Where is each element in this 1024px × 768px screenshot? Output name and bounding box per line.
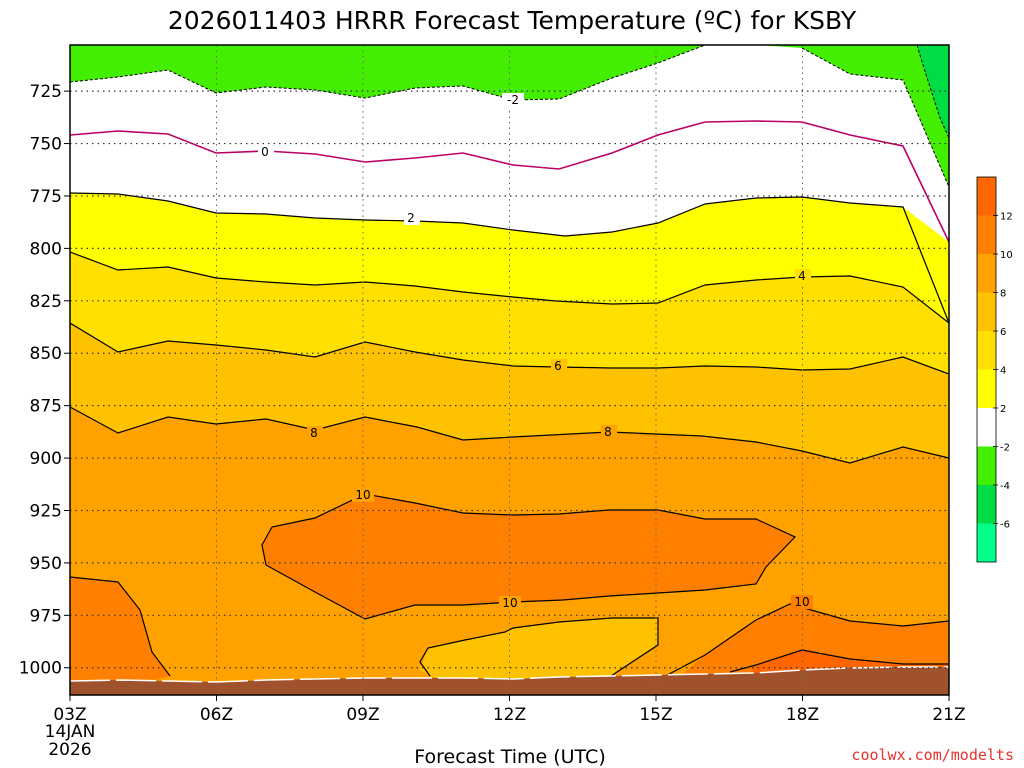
contour-label-4: 4: [798, 269, 806, 283]
grid: [70, 45, 949, 695]
contour-label-8-a: 8: [310, 426, 318, 440]
contour-label-bg: [795, 269, 811, 283]
contour-2: [70, 192, 949, 324]
colorbar-label: 10: [1000, 250, 1013, 261]
contour-label-bg: [502, 93, 524, 107]
contour-label-10-c: 10: [794, 595, 809, 609]
contour-label-10-b: 10: [502, 596, 517, 610]
x-tick-label: 18Z: [786, 705, 819, 725]
contour-label-8-b: 8: [604, 425, 612, 439]
contour-12-right: [729, 649, 949, 673]
contour-label-bg: [791, 595, 813, 609]
contour-label-bg: [258, 145, 274, 159]
warm-pocket-mid: [262, 494, 795, 619]
colorbar-label: 8: [1000, 289, 1006, 300]
colorbar-bin: [977, 523, 996, 562]
x-tick-label: 09Z: [346, 705, 379, 725]
y-tick-label: 725: [30, 82, 62, 102]
x-tick-label: 15Z: [639, 705, 672, 725]
x-tick-label: 06Z: [200, 705, 233, 725]
x-tick-label: 12Z: [493, 705, 526, 725]
y-tick-label: 875: [30, 397, 62, 417]
contour-label-bg: [352, 488, 374, 502]
y-tick-label: 825: [30, 292, 62, 312]
contour-label-10-a: 10: [355, 488, 370, 502]
contour-8: [70, 406, 949, 464]
x-tick-label: 03Z: [53, 705, 86, 725]
y-tick-label: 775: [30, 187, 62, 207]
contour-10-right: [657, 603, 949, 681]
colorbar-bin: [977, 446, 996, 485]
contour-minus2-b: [916, 45, 949, 139]
colorbar-label: 2: [1000, 404, 1006, 415]
colorbar: 12 10 8 6 4 2 -2 -4 -6: [976, 176, 1013, 563]
contour-label-2: 2: [407, 211, 415, 225]
contour-minus2-a: [70, 45, 949, 188]
colorbar-bin: [977, 408, 996, 447]
x-axis-label: Forecast Time (UTC): [414, 746, 605, 768]
contour-label-minus2: -2: [507, 93, 519, 107]
contour-label-bg: [601, 425, 617, 439]
colorbar-bin: [977, 177, 996, 216]
chart-title: 2026011403 HRRR Forecast Temperature (ºC…: [168, 6, 857, 35]
y-tick-label: 950: [30, 554, 62, 574]
colorbar-label: -2: [1000, 443, 1010, 454]
x-axis: 03Z 06Z 09Z 12Z 15Z 18Z 21Z: [53, 695, 966, 725]
colorbar-label: -6: [1000, 520, 1010, 531]
contour-label-0: 0: [261, 145, 269, 159]
band-minus4-minus2: [70, 45, 949, 187]
colorbar-label: 12: [1000, 212, 1013, 223]
band-minus2-2: [70, 45, 949, 242]
plot-area: [70, 45, 949, 695]
contour-label-bg: [551, 359, 567, 373]
y-tick-label: 1000: [19, 659, 62, 679]
colorbar-bin: [977, 485, 996, 524]
contour-label-bg: [404, 211, 420, 225]
y-axis: 725 750 775 800 825 850 875 900 925 950 975 1000: [19, 82, 70, 679]
colorbar-bin: [977, 215, 996, 254]
y-tick-label: 750: [30, 135, 62, 155]
y-tick-label: 975: [30, 606, 62, 626]
y-tick-label: 900: [30, 449, 62, 469]
contour-10-mid: [261, 493, 797, 620]
colorbar-bin: [977, 254, 996, 293]
contour-10-left: [70, 576, 171, 677]
colorbar-label: -4: [1000, 481, 1010, 492]
colorbar-bin: [977, 292, 996, 331]
contour-label-bg: [307, 426, 323, 440]
x-start-year: 2026: [48, 740, 91, 760]
contour-label-bg: [499, 596, 521, 610]
colorbar-bin: [977, 331, 996, 370]
cool-pocket: [420, 618, 658, 680]
colorbar-label: 4: [1000, 366, 1006, 377]
ground-top-line: [70, 666, 949, 683]
y-tick-label: 850: [30, 344, 62, 364]
contour-8-pocket: [419, 617, 659, 681]
y-tick-label: 800: [30, 239, 62, 259]
contour-label-6: 6: [554, 359, 562, 373]
x-tick-label: 21Z: [932, 705, 965, 725]
band-minus6-minus4: [917, 45, 949, 138]
contour-labels: -2 0 2 4 6 8 8 10 10 10: [258, 93, 813, 610]
y-tick-label: 925: [30, 501, 62, 521]
x-start-date: 14JAN: [45, 722, 96, 742]
colorbar-label: 6: [1000, 327, 1006, 338]
warm-pocket-left: [70, 577, 170, 690]
colorbar-bin: [977, 369, 996, 408]
credit-text[interactable]: coolwx.com/modelts: [851, 746, 1014, 764]
